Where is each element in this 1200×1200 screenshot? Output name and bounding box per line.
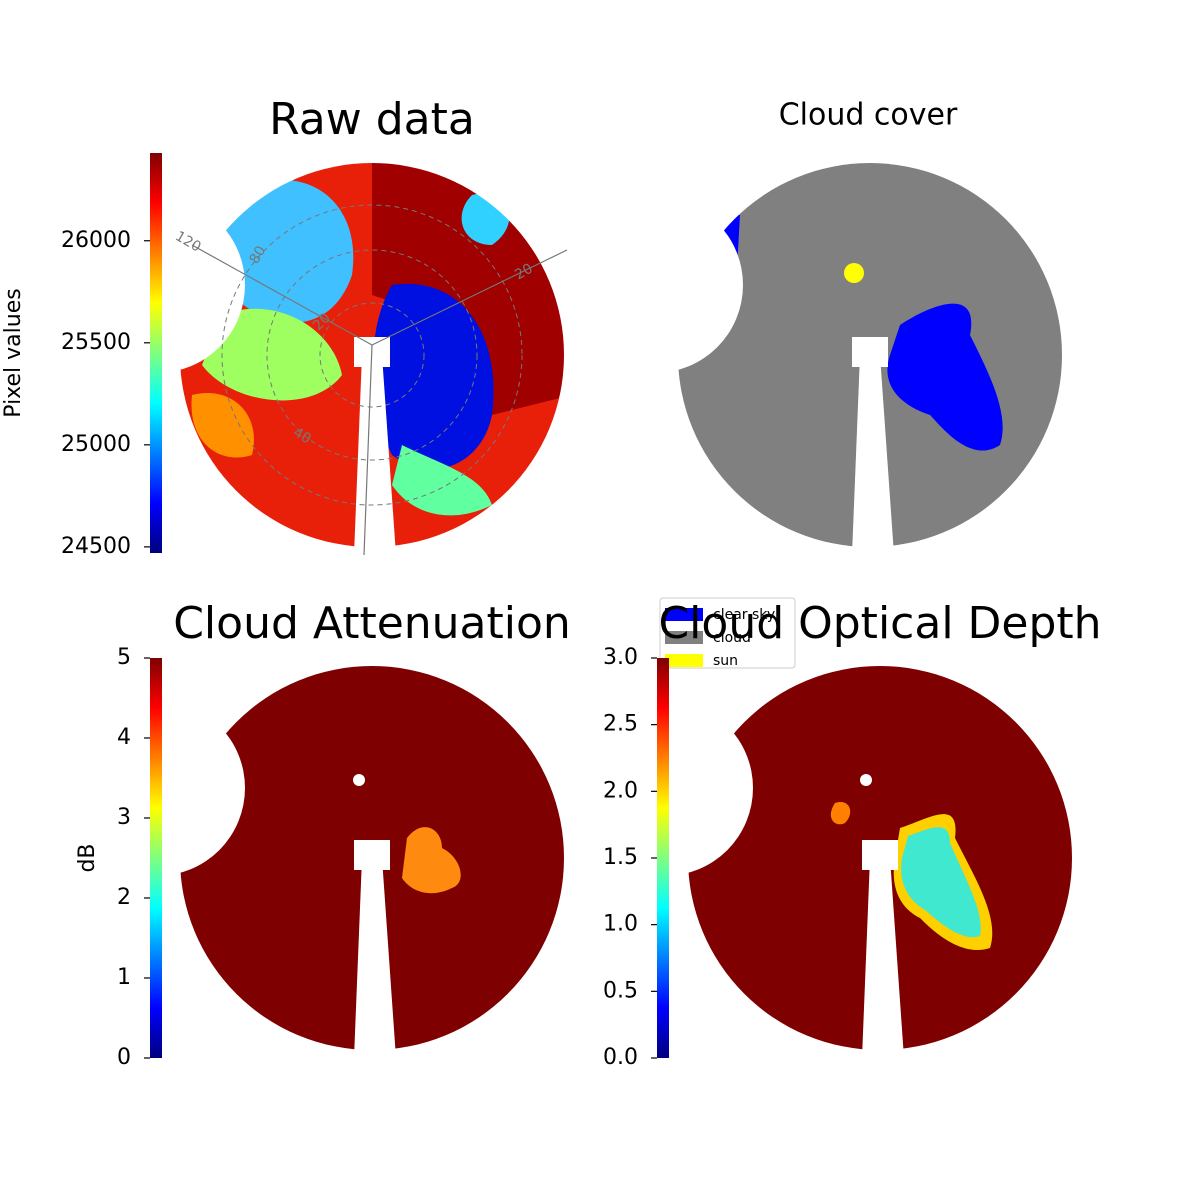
legend-label: cloud: [713, 630, 751, 646]
chart-title: Cloud cover: [779, 98, 958, 133]
legend-swatch: [665, 654, 703, 667]
chart-title: Raw data: [269, 94, 475, 145]
legend-label: clear sky: [713, 607, 775, 623]
colorbar-tick-label: 2.0: [603, 778, 638, 803]
polar-label: 80: [247, 243, 270, 266]
colorbar-tick-label: 3.0: [603, 645, 638, 670]
colorbar-tick-label: 4: [117, 725, 131, 750]
colorbar-tick-label: 1.0: [603, 912, 638, 937]
colorbar-tick-label: 26000: [61, 228, 131, 253]
colorbar: [657, 658, 669, 1058]
colorbar-tick-label: 2.5: [603, 712, 638, 737]
chart-title: Cloud Attenuation: [173, 598, 571, 649]
legend-swatch: [665, 631, 703, 644]
colorbar-tick-label: 25000: [61, 432, 131, 457]
colorbar-tick-label: 0: [117, 1045, 131, 1070]
legend-swatch: [665, 608, 703, 621]
colorbar-tick-label: 25500: [61, 330, 131, 355]
colorbar-tick-label: 5: [117, 645, 131, 670]
optical-depth-image: [680, 658, 1080, 1058]
polar-label: 20: [512, 261, 535, 284]
colorbar-label: dB: [75, 843, 100, 872]
raw-image: [172, 155, 572, 556]
colorbar-tick-label: 1.5: [603, 845, 638, 870]
chart-title: Cloud Optical Depth: [658, 598, 1101, 649]
colorbar-tick-label: 1: [117, 965, 131, 990]
colorbar-tick-label: 2: [117, 885, 131, 910]
colorbar: [150, 153, 162, 553]
cloud-cover-image: [670, 155, 1070, 555]
colorbar-tick-label: 24500: [61, 534, 131, 559]
colorbar-tick-label: 0.5: [603, 978, 638, 1003]
colorbar-label: Pixel values: [1, 288, 26, 417]
attenuation-image: [172, 658, 572, 1058]
colorbar-tick-label: 3: [117, 805, 131, 830]
colorbar: [150, 658, 162, 1058]
legend-label: sun: [713, 653, 738, 669]
polar-label: 40: [290, 425, 313, 448]
colorbar-tick-label: 0.0: [603, 1045, 638, 1070]
